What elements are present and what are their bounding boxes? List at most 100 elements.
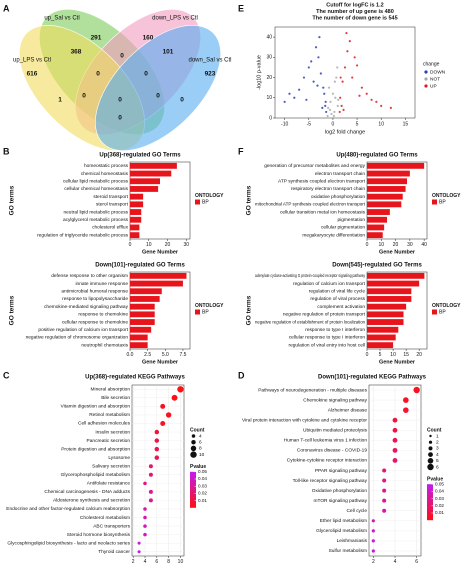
dot bbox=[165, 412, 172, 418]
point bbox=[370, 98, 373, 101]
panel-label: E bbox=[238, 3, 244, 13]
size-legend-dot bbox=[429, 434, 432, 438]
colorbar-label: 0.04 bbox=[435, 489, 444, 494]
x-tick-label: 2 bbox=[132, 559, 135, 565]
dot bbox=[171, 394, 178, 401]
dot bbox=[371, 549, 375, 553]
x-tick-label: 30 bbox=[407, 242, 413, 248]
legend-label: NOT bbox=[430, 76, 440, 82]
legend-label: DOWN bbox=[430, 69, 446, 75]
venn-count: 101 bbox=[163, 49, 174, 56]
dot bbox=[382, 498, 387, 503]
category-label: cellular lipid metabolic process bbox=[63, 179, 129, 185]
category-label: Glycosphingolipid biosynthesis - lacto a… bbox=[7, 540, 130, 546]
colorbar-label: 0.03 bbox=[198, 483, 207, 488]
chart-subtitle: The number of down gene is 545 bbox=[312, 15, 397, 21]
point bbox=[355, 64, 359, 67]
category-label: Alzheimer disease bbox=[328, 407, 368, 413]
size-legend-dot bbox=[428, 452, 433, 457]
point bbox=[342, 108, 345, 112]
x-tick-label: 15 bbox=[403, 121, 409, 127]
category-label: Pathways of neurodegeneration - multiple… bbox=[258, 387, 367, 393]
bar bbox=[130, 288, 162, 295]
panel-label: F bbox=[238, 146, 244, 156]
point bbox=[360, 86, 363, 89]
colorbar-label: 0.03 bbox=[435, 496, 444, 501]
point bbox=[317, 56, 320, 59]
size-legend-label: 1 bbox=[436, 433, 439, 439]
dot bbox=[392, 447, 398, 453]
category-label: cellular response to type I interferon bbox=[289, 335, 366, 341]
category-label: Protein digestion and absorption bbox=[61, 446, 130, 452]
point bbox=[305, 98, 308, 101]
category-label: pigmentation bbox=[338, 217, 366, 223]
point bbox=[328, 108, 332, 112]
x-tick-label: 30 bbox=[183, 242, 189, 248]
bar bbox=[367, 326, 399, 333]
bar bbox=[367, 162, 425, 169]
x-tick-label: 0 bbox=[129, 242, 132, 248]
category-label: acylglycerol metabolic process bbox=[63, 217, 129, 223]
point bbox=[353, 56, 356, 59]
point bbox=[288, 92, 291, 95]
bar bbox=[367, 186, 406, 192]
bar bbox=[130, 319, 155, 325]
point bbox=[293, 96, 296, 99]
colorbar-label: 0.01 bbox=[198, 498, 207, 503]
size-legend-label: 8 bbox=[199, 446, 202, 452]
bar bbox=[367, 170, 410, 177]
point bbox=[318, 36, 321, 39]
chart-title: Cutoff for logFC is 1.2 bbox=[326, 2, 383, 8]
point bbox=[329, 100, 332, 103]
dot bbox=[403, 407, 409, 413]
x-tick-label: 0 bbox=[332, 121, 335, 127]
x-tick-label: 10 bbox=[379, 242, 385, 248]
panel-label: C bbox=[3, 370, 10, 380]
category-label: cellular pigmentation bbox=[321, 225, 365, 231]
venn-count: 923 bbox=[205, 71, 216, 78]
point bbox=[327, 106, 330, 109]
x-axis-label: Gene Number bbox=[379, 249, 416, 255]
dot bbox=[382, 488, 387, 493]
bar bbox=[367, 288, 412, 295]
legend-title: Count bbox=[190, 427, 205, 433]
point bbox=[339, 96, 342, 99]
venn-count: 0 bbox=[144, 71, 148, 78]
dot bbox=[154, 438, 160, 443]
bar bbox=[130, 224, 140, 231]
point bbox=[325, 110, 328, 114]
category-label: Thyroid cancer bbox=[98, 549, 130, 555]
bar bbox=[130, 216, 142, 223]
venn-set bbox=[95, 25, 221, 151]
venn-count: 291 bbox=[91, 35, 102, 42]
bar bbox=[130, 311, 155, 318]
point bbox=[389, 106, 392, 109]
point bbox=[375, 100, 378, 103]
x-axis-label: Gene Number bbox=[142, 359, 179, 365]
category-label: Pancreatic secretion bbox=[87, 438, 131, 444]
chart-subtitle: The number of up gene is 480 bbox=[316, 9, 394, 15]
y-tick-label: 20 bbox=[266, 75, 272, 81]
x-axis-label: log2 fold change bbox=[325, 129, 365, 135]
category-label: Mineral absorption bbox=[91, 387, 131, 393]
category-label: regulation of viral life cycle bbox=[309, 289, 366, 295]
dot bbox=[160, 420, 166, 426]
x-tick-label: 2.5 bbox=[144, 352, 151, 358]
bar bbox=[130, 178, 160, 185]
point bbox=[310, 60, 313, 63]
point bbox=[365, 92, 368, 95]
x-tick-label: 0 bbox=[366, 352, 369, 358]
point bbox=[336, 66, 339, 69]
venn-count: 0 bbox=[96, 71, 100, 78]
category-label: Salivary secretion bbox=[92, 463, 130, 469]
legend-label: BP bbox=[202, 199, 209, 205]
dot bbox=[413, 386, 420, 394]
point bbox=[345, 31, 348, 35]
dot bbox=[143, 515, 147, 520]
dot bbox=[143, 532, 147, 537]
category-label: Glycerolipid metabolism bbox=[316, 528, 367, 534]
point bbox=[339, 76, 342, 79]
category-label: mitochondrial ATP synthesis coupled elec… bbox=[255, 202, 366, 208]
category-label: antimicrobial humoral response bbox=[61, 289, 128, 295]
